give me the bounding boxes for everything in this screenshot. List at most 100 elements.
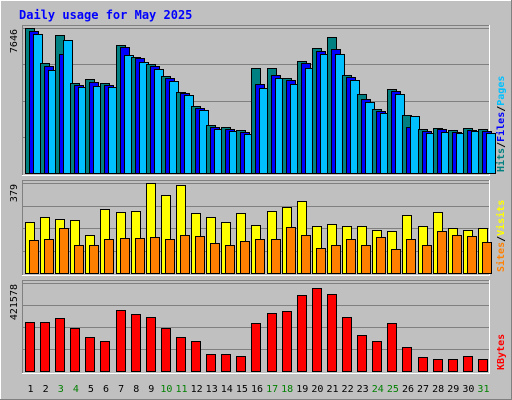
bar-sites-day-2 bbox=[44, 239, 54, 274]
legend-item-files: Files bbox=[495, 112, 507, 142]
x-tick-label-day-17: 17 bbox=[266, 384, 278, 395]
legend-separator: / bbox=[496, 106, 507, 112]
bar-sites-day-23 bbox=[361, 245, 371, 274]
bar-kbytes-day-22 bbox=[342, 317, 352, 372]
bar-kbytes-day-4 bbox=[70, 328, 80, 372]
x-tick-label-day-1: 1 bbox=[28, 384, 34, 395]
legend-item-hits: Hits bbox=[495, 148, 507, 172]
y-max-label: 421578 bbox=[9, 284, 20, 320]
x-tick-label-day-19: 19 bbox=[296, 384, 308, 395]
bar-kbytes-day-5 bbox=[85, 337, 95, 372]
legend-item-pages: Pages bbox=[496, 76, 507, 106]
bar-kbytes-day-8 bbox=[131, 314, 141, 372]
bar-kbytes-day-9 bbox=[146, 317, 156, 372]
legend-separator: / bbox=[496, 142, 507, 148]
x-tick-label-day-24: 24 bbox=[372, 384, 384, 395]
legend-visits: Sites/Visits bbox=[495, 200, 507, 272]
bar-sites-day-17 bbox=[271, 239, 281, 274]
bar-kbytes-day-30 bbox=[463, 356, 473, 372]
chart-title: Daily usage for May 2025 bbox=[19, 8, 192, 22]
bar-sites-day-25 bbox=[391, 249, 401, 274]
x-tick-label-day-18: 18 bbox=[281, 384, 293, 395]
panel-kbytes: 421578 KBytes bbox=[9, 280, 507, 374]
bar-sites-day-29 bbox=[452, 235, 462, 274]
x-tick-label-day-30: 30 bbox=[462, 384, 474, 395]
x-tick-label-day-20: 20 bbox=[311, 384, 323, 395]
bar-kbytes-day-7 bbox=[116, 310, 126, 372]
x-axis-labels: 1 2 3 4 5 6 7 8 9 10 11 12 13 14 15 16 17 18 19 20 21 22 23 24 2… bbox=[28, 384, 490, 395]
bar-sites-day-31 bbox=[482, 242, 492, 274]
x-tick-label-day-7: 7 bbox=[118, 384, 124, 395]
bar-sites-day-1 bbox=[29, 240, 39, 274]
bar-kbytes-day-1 bbox=[25, 322, 35, 372]
bar-sites-day-7 bbox=[120, 238, 130, 274]
x-tick-label-day-29: 29 bbox=[447, 384, 459, 395]
bar-kbytes-day-19 bbox=[297, 295, 307, 372]
y-max-label: 379 bbox=[9, 184, 20, 202]
bar-kbytes-day-24 bbox=[372, 341, 382, 372]
bar-kbytes-day-25 bbox=[387, 323, 397, 372]
bar-sites-day-5 bbox=[89, 245, 99, 274]
bar-sites-day-15 bbox=[240, 241, 250, 274]
legend-item-visits: Visits bbox=[495, 200, 507, 236]
legend-separator: / bbox=[496, 236, 507, 242]
bar-kbytes-day-31 bbox=[478, 359, 488, 372]
bar-sites-day-14 bbox=[225, 245, 235, 274]
bar-kbytes-day-29 bbox=[448, 359, 458, 372]
bar-sites-day-28 bbox=[437, 231, 447, 274]
bar-kbytes-day-18 bbox=[282, 311, 292, 372]
legend-requests: Hits/Files/Pages bbox=[495, 76, 507, 172]
bar-sites-day-16 bbox=[255, 239, 265, 274]
y-max-label: 7646 bbox=[9, 29, 20, 53]
bar-sites-day-30 bbox=[467, 236, 477, 274]
x-tick-label-day-4: 4 bbox=[73, 384, 79, 395]
bar-sites-day-24 bbox=[376, 237, 386, 274]
bar-sites-day-12 bbox=[195, 236, 205, 274]
x-tick-label-day-16: 16 bbox=[251, 384, 263, 395]
x-tick-label-day-11: 11 bbox=[175, 384, 187, 395]
chart-panels: 7646Hits/Files/Pages379Sites/Visits42157… bbox=[9, 25, 507, 374]
x-tick-label-day-31: 31 bbox=[477, 384, 489, 395]
x-tick-label-day-14: 14 bbox=[221, 384, 233, 395]
bar-kbytes-day-23 bbox=[357, 335, 367, 372]
bar-kbytes-day-12 bbox=[191, 341, 201, 372]
x-tick-label-day-12: 12 bbox=[191, 384, 203, 395]
bar-pages-day-31 bbox=[486, 133, 496, 174]
bar-sites-day-21 bbox=[331, 245, 341, 274]
bar-sites-day-19 bbox=[301, 235, 311, 274]
bar-kbytes-day-28 bbox=[433, 359, 443, 372]
bar-kbytes-day-13 bbox=[206, 354, 216, 372]
bar-sites-day-3 bbox=[59, 228, 69, 274]
bar-kbytes-day-6 bbox=[100, 341, 110, 372]
x-tick-label-day-5: 5 bbox=[88, 384, 94, 395]
bar-kbytes-day-15 bbox=[236, 356, 246, 372]
x-tick-label-day-28: 28 bbox=[432, 384, 444, 395]
bar-kbytes-day-10 bbox=[161, 328, 171, 372]
x-tick-label-day-15: 15 bbox=[236, 384, 248, 395]
legend-item-sites: Sites bbox=[495, 242, 507, 272]
bar-kbytes-day-27 bbox=[418, 357, 428, 372]
x-tick-label-day-2: 2 bbox=[43, 384, 49, 395]
bar-sites-day-8 bbox=[135, 238, 145, 274]
bar-sites-day-13 bbox=[210, 243, 220, 274]
x-tick-label-day-10: 10 bbox=[160, 384, 172, 395]
bar-kbytes-day-20 bbox=[312, 288, 322, 372]
x-tick-label-day-3: 3 bbox=[58, 384, 64, 395]
x-tick-label-day-25: 25 bbox=[387, 384, 399, 395]
x-tick-label-day-22: 22 bbox=[342, 384, 354, 395]
x-tick-label-day-23: 23 bbox=[357, 384, 369, 395]
bar-sites-day-20 bbox=[316, 248, 326, 274]
bar-kbytes-day-17 bbox=[267, 313, 277, 372]
bar-kbytes-day-2 bbox=[40, 322, 50, 372]
x-tick-label-day-8: 8 bbox=[133, 384, 139, 395]
bar-kbytes-day-3 bbox=[55, 318, 65, 372]
x-tick-label-day-13: 13 bbox=[206, 384, 218, 395]
bar-sites-day-4 bbox=[74, 245, 84, 274]
x-tick-label-day-21: 21 bbox=[326, 384, 338, 395]
bar-sites-day-27 bbox=[422, 245, 432, 274]
bar-kbytes-day-11 bbox=[176, 337, 186, 372]
bar-sites-day-6 bbox=[104, 239, 114, 274]
x-tick-label-day-9: 9 bbox=[148, 384, 154, 395]
